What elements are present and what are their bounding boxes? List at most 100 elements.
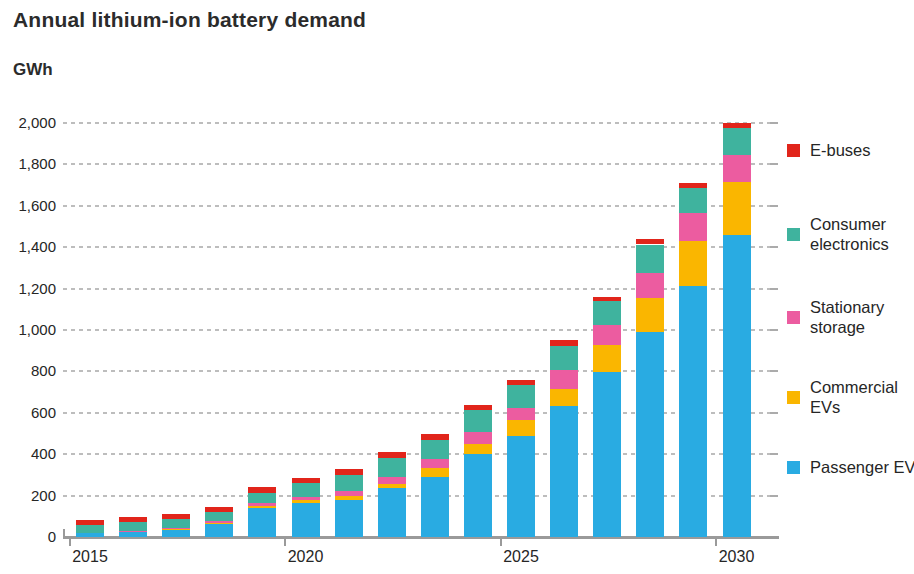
x-axis-tick-label: 2030 — [702, 548, 772, 566]
bar-2022-passenger-evs — [378, 488, 406, 537]
gridline-800 — [63, 370, 777, 372]
legend-item-commercial-evs: Commercial EVs — [787, 377, 914, 417]
legend-label: Commercial EVs — [810, 377, 914, 417]
bar-2021-consumer-electronics — [335, 475, 363, 492]
bar-2019-stationary-storage — [248, 503, 276, 507]
bar-2017-e-buses — [162, 514, 190, 519]
bar-2025-e-buses — [507, 380, 535, 385]
bar-2020-stationary-storage — [292, 497, 320, 500]
bar-2026-passenger-evs — [550, 406, 578, 537]
x-axis-tick-label: 2020 — [271, 548, 341, 566]
bar-2017-consumer-electronics — [162, 519, 190, 528]
legend-swatch-stationary-storage-icon — [787, 311, 800, 324]
y-axis-tick-label: 800 — [6, 362, 56, 379]
y-axis-tick-label: 1,600 — [6, 197, 56, 214]
bar-2024-consumer-electronics — [464, 410, 492, 432]
bar-2023-passenger-evs — [421, 477, 449, 537]
y-axis-tick-label: 400 — [6, 445, 56, 462]
grid-right-tick-1,200 — [770, 288, 778, 290]
bar-2018-passenger-evs — [205, 524, 233, 537]
y-axis-tick-label: 1,800 — [6, 155, 56, 172]
bar-2027-commercial-evs — [593, 345, 621, 371]
bar-2023-consumer-electronics — [421, 440, 449, 459]
legend-swatch-e-buses-icon — [787, 144, 800, 157]
bar-2020-passenger-evs — [292, 503, 320, 537]
bar-2021-e-buses — [335, 469, 363, 475]
grid-right-tick-800 — [770, 370, 778, 372]
y-axis-tick-label: 2,000 — [6, 114, 56, 131]
gridline-1,600 — [63, 205, 777, 207]
bar-2026-e-buses — [550, 340, 578, 345]
bar-2018-consumer-electronics — [205, 512, 233, 520]
bar-2024-stationary-storage — [464, 432, 492, 444]
y-axis-unit-label: GWh — [13, 60, 53, 80]
bar-2027-e-buses — [593, 297, 621, 302]
grid-right-tick-1,400 — [770, 246, 778, 248]
legend-item-e-buses: E-buses — [787, 140, 914, 160]
bar-2019-passenger-evs — [248, 508, 276, 537]
bar-2017-stationary-storage — [162, 528, 190, 529]
bar-2019-e-buses — [248, 487, 276, 492]
gridline-600 — [63, 412, 777, 414]
bar-2021-commercial-evs — [335, 496, 363, 500]
bar-2019-consumer-electronics — [248, 493, 276, 503]
bar-2024-commercial-evs — [464, 444, 492, 454]
bar-2028-stationary-storage — [636, 273, 664, 297]
legend-swatch-passenger-evs-icon — [787, 461, 800, 474]
bar-2028-consumer-electronics — [636, 245, 664, 274]
bar-2030-e-buses — [723, 123, 751, 128]
bar-2018-e-buses — [205, 507, 233, 512]
bar-2023-stationary-storage — [421, 459, 449, 468]
legend-swatch-commercial-evs-icon — [787, 391, 800, 404]
bar-2029-stationary-storage — [679, 213, 707, 241]
bar-2015-e-buses — [76, 520, 104, 524]
bar-2025-stationary-storage — [507, 408, 535, 420]
bar-2022-stationary-storage — [378, 477, 406, 484]
gridline-2,000 — [63, 122, 777, 124]
bar-2029-commercial-evs — [679, 241, 707, 285]
bar-2015-passenger-evs — [76, 533, 104, 537]
bar-2015-consumer-electronics — [76, 525, 104, 534]
bar-2027-passenger-evs — [593, 372, 621, 537]
chart-canvas: Annual lithium-ion battery demand GWh 02… — [0, 0, 914, 574]
bar-2028-commercial-evs — [636, 298, 664, 332]
x-axis-tick-label: 2025 — [486, 548, 556, 566]
gridline-1,400 — [63, 246, 777, 248]
grid-right-tick-600 — [770, 412, 778, 414]
bar-2016-consumer-electronics — [119, 522, 147, 531]
bar-2030-passenger-evs — [723, 235, 751, 537]
bar-2027-consumer-electronics — [593, 301, 621, 324]
legend-label: Passenger EVs — [810, 457, 914, 477]
bar-2030-commercial-evs — [723, 182, 751, 235]
bar-2029-e-buses — [679, 183, 707, 188]
y-axis-tick-label: 1,400 — [6, 238, 56, 255]
x-axis-tick-2015 — [69, 537, 71, 546]
bar-2016-e-buses — [119, 517, 147, 522]
x-axis-tick-2020 — [284, 537, 286, 546]
bar-2024-passenger-evs — [464, 454, 492, 537]
legend-item-consumer-electronics: Consumer electronics — [787, 214, 914, 254]
bar-2020-e-buses — [292, 478, 320, 483]
bar-2019-commercial-evs — [248, 506, 276, 507]
y-axis-tick-label: 200 — [6, 487, 56, 504]
bar-2018-commercial-evs — [205, 523, 233, 524]
gridline-1,000 — [63, 329, 777, 331]
bar-2026-stationary-storage — [550, 370, 578, 389]
x-axis-tick-2025 — [500, 537, 502, 546]
bar-2023-commercial-evs — [421, 468, 449, 477]
bar-2030-consumer-electronics — [723, 128, 751, 156]
bar-2023-e-buses — [421, 434, 449, 441]
bar-2021-stationary-storage — [335, 491, 363, 496]
y-axis-tick-label: 1,200 — [6, 280, 56, 297]
bar-2016-passenger-evs — [119, 531, 147, 537]
x-axis-tick-2030 — [715, 537, 717, 546]
grid-right-tick-1,600 — [770, 205, 778, 207]
bar-2027-stationary-storage — [593, 325, 621, 346]
bar-2026-consumer-electronics — [550, 346, 578, 370]
bar-2025-passenger-evs — [507, 436, 535, 537]
bar-2022-commercial-evs — [378, 484, 406, 489]
grid-right-tick-400 — [770, 453, 778, 455]
bar-2025-commercial-evs — [507, 420, 535, 436]
bar-2028-passenger-evs — [636, 332, 664, 537]
x-axis-left-stub — [63, 529, 65, 537]
